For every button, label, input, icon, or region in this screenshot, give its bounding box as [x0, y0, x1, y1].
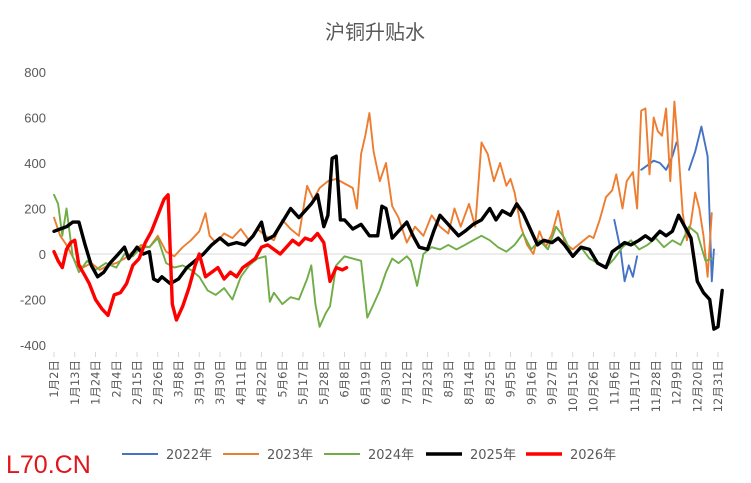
series-line-2-0	[53, 193, 713, 328]
x-tick-label-16: 6月30日	[379, 360, 393, 405]
x-tick-label-30: 12月9日	[670, 360, 684, 405]
x-tick-label-27: 11月6日	[607, 360, 621, 405]
x-tick-label-2: 1月24日	[89, 360, 103, 405]
x-tick-label-8: 3月30日	[213, 360, 227, 405]
series-line-3-0	[52, 154, 724, 331]
y-tick-label-4: 400	[24, 156, 46, 171]
x-tick-label-19: 8月3日	[441, 360, 455, 398]
x-tick-label-13: 5月28日	[317, 360, 331, 405]
y-tick-label-1: -200	[20, 293, 46, 308]
x-tick-label-10: 4月22日	[255, 360, 269, 405]
x-tick-label-1: 1月13日	[68, 360, 82, 405]
y-axis-ticks: -400 -200 0 200 400 600 800	[20, 65, 46, 353]
x-tick-label-26: 10月26日	[587, 360, 601, 412]
y-tick-label-6: 800	[24, 65, 46, 80]
x-tick-label-28: 11月17日	[628, 360, 642, 412]
x-tick-label-25: 10月15日	[566, 360, 580, 412]
x-tick-label-12: 5月17日	[296, 360, 310, 405]
legend-label-0: 2022年	[166, 448, 212, 463]
x-tick-label-3: 2月4日	[109, 360, 123, 398]
y-tick-label-3: 200	[24, 202, 46, 217]
x-tick-label-20: 8月14日	[462, 360, 476, 405]
x-tick-label-18: 7月23日	[421, 360, 435, 405]
x-tick-label-32: 12月31日	[711, 360, 725, 412]
legend: 2022年 2023年 2024年 2025年 2026年	[122, 448, 616, 463]
chart-title: 沪铜升贴水	[325, 20, 425, 44]
x-tick-label-17: 7月12日	[400, 360, 414, 405]
x-tick-label-14: 6月8日	[338, 360, 352, 398]
y-tick-label-2: 0	[39, 247, 46, 262]
x-tick-label-6: 3月8日	[172, 360, 186, 398]
x-tick-label-24: 9月27日	[545, 360, 559, 405]
legend-label-4: 2026年	[570, 448, 616, 463]
x-tick-label-5: 2月26日	[151, 360, 165, 405]
x-tick-label-11: 5月6日	[275, 360, 289, 398]
x-axis: 1月2日 1月13日 1月24日 2月4日 2月15日 2月26日 3月8日 3月19日 3月3…	[47, 253, 725, 412]
x-tick-label-29: 11月28日	[649, 360, 663, 412]
legend-label-2: 2024年	[368, 448, 414, 463]
x-tick-label-9: 4月11日	[234, 360, 248, 405]
series-line-1-0	[53, 100, 713, 278]
legend-label-3: 2025年	[470, 448, 516, 463]
x-tick-label-21: 8月25日	[483, 360, 497, 405]
x-tick-label-15: 6月19日	[358, 360, 372, 405]
x-tick-label-23: 9月16日	[524, 360, 538, 405]
series-line-4-0	[52, 193, 349, 322]
x-tick-label-0: 1月2日	[47, 360, 61, 398]
series-layer	[52, 100, 724, 331]
x-tick-label-31: 12月20日	[690, 360, 704, 412]
legend-label-1: 2023年	[267, 448, 313, 463]
series-line-0-2	[688, 125, 715, 283]
x-tick-label-22: 9月5日	[504, 360, 518, 398]
x-tick-label-4: 2月15日	[130, 360, 144, 405]
y-tick-label-0: -400	[20, 338, 46, 353]
x-tick-label-7: 3月19日	[192, 360, 206, 405]
watermark-logo: L70.CN	[6, 451, 91, 479]
y-tick-label-5: 600	[24, 111, 46, 126]
